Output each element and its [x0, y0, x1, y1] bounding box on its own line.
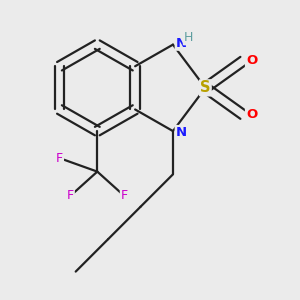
- Text: F: F: [121, 189, 128, 203]
- Text: S: S: [200, 80, 211, 95]
- Text: N: N: [176, 126, 187, 139]
- Text: N: N: [176, 37, 187, 50]
- Text: O: O: [246, 54, 257, 67]
- Text: H: H: [184, 32, 193, 44]
- Text: F: F: [67, 189, 74, 203]
- Text: O: O: [246, 108, 257, 122]
- Text: F: F: [56, 152, 63, 165]
